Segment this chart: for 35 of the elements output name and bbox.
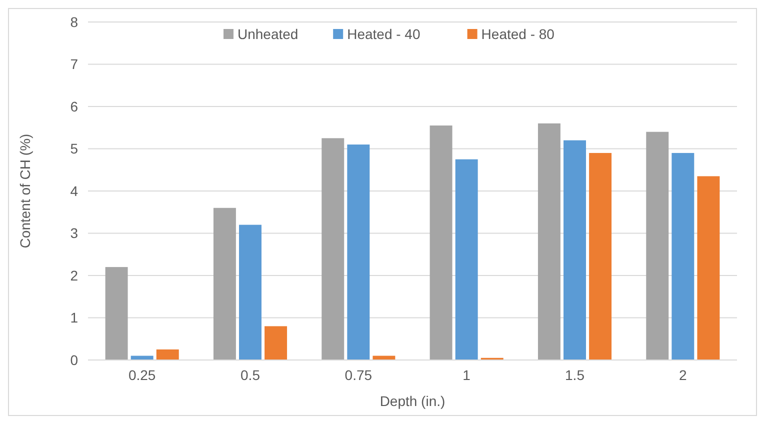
y-tick-label: 1: [70, 310, 78, 326]
x-tick-label: 2: [679, 367, 688, 383]
bar: [672, 152, 694, 360]
legend-label: Heated - 40: [347, 26, 420, 42]
y-tick-label: 8: [70, 14, 78, 30]
bar: [105, 267, 128, 360]
bar: [430, 126, 452, 360]
x-tick-label: 0.75: [344, 367, 372, 383]
legend-label: Unheated: [238, 26, 298, 42]
x-tick-label: 1: [462, 367, 471, 383]
bar: [347, 144, 370, 360]
bar: [322, 138, 344, 360]
x-tick-label: 1.5: [565, 367, 585, 383]
y-axis-title: Content of CH (%): [17, 134, 33, 248]
y-tick-label: 5: [70, 140, 78, 157]
bar: [239, 224, 262, 360]
y-tick-label: 0: [70, 352, 78, 368]
y-tick-label: 6: [70, 98, 78, 114]
bar: [564, 140, 586, 360]
y-tick-label: 4: [70, 182, 78, 199]
y-tick-label: 3: [70, 225, 78, 242]
bar: [538, 123, 560, 360]
x-axis-title: Depth (in.): [380, 393, 446, 409]
x-tick-label: 0.5: [240, 367, 260, 383]
bar: [646, 132, 669, 360]
y-tick-label: 7: [70, 56, 78, 72]
bar: [697, 176, 720, 360]
bar: [455, 159, 478, 360]
x-tick-label: 0.25: [128, 367, 156, 383]
bar: [589, 152, 612, 360]
legend-label: Heated - 80: [481, 26, 555, 42]
bar: [156, 349, 179, 360]
bar: [213, 208, 236, 360]
bar: [264, 326, 288, 360]
y-tick-label: 2: [70, 267, 78, 284]
